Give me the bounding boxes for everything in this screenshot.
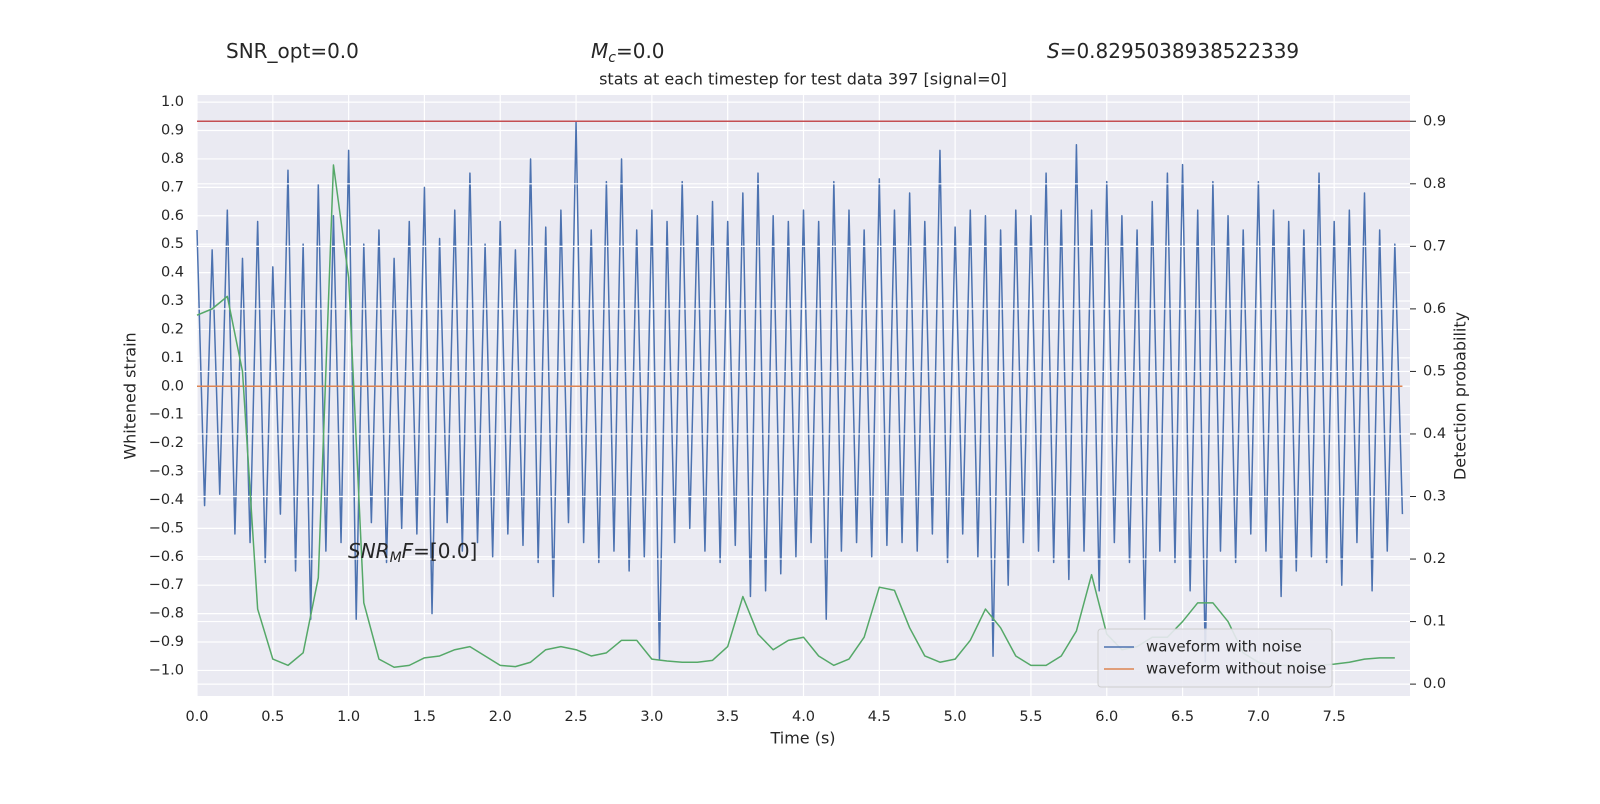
y2-tick-label: 0.5 [1423,363,1446,379]
y-tick-label: −0.3 [149,464,184,480]
annotation-part: F [402,539,414,563]
annotation-part: M [390,550,402,566]
annotation-part: S [1047,39,1060,63]
x-tick-label: 2.0 [489,709,512,725]
x-tick-label: 4.0 [792,709,815,725]
y2-tick-label: 0.3 [1423,489,1446,505]
x-tick-label: 1.0 [337,709,360,725]
x-tick-label: 0.0 [185,709,208,725]
y-tick-label: 0.7 [161,179,184,195]
x-tick-label: 5.0 [944,709,967,725]
y-tick-label: 0.4 [161,265,184,281]
x-axis-label: Time (s) [769,729,835,748]
y-tick-label: −1.0 [149,662,184,678]
x-tick-label: 6.0 [1095,709,1118,725]
y2-tick-label: 0.7 [1423,238,1446,254]
y-tick-label: −0.1 [149,407,184,423]
y2-tick-label: 0.8 [1423,176,1446,192]
series-line [196,121,1404,663]
chart-title: stats at each timestep for test data 397… [599,70,1007,89]
y-tick-label: 0.6 [161,208,184,224]
y2-tick-label: 0.6 [1423,301,1446,317]
annotation: Mc=0.0 [591,39,665,67]
y-tick-label: −0.9 [149,634,184,650]
x-tick-label: 2.5 [565,709,588,725]
y-axis-label: Whitened strain [121,332,140,459]
legend-label: waveform without noise [1146,660,1326,678]
annotation-part: =0.8295038938522339 [1060,39,1299,63]
y2-tick-label: 0.9 [1423,113,1446,129]
y-tick-label: 1.0 [161,94,184,110]
x-tick-label: 4.5 [868,709,891,725]
y2-tick-label: 0.4 [1423,426,1446,442]
annotation-part: =[0.0] [413,539,477,563]
y-tick-label: −0.2 [149,435,184,451]
y-tick-label: 0.1 [161,350,184,366]
x-tick-label: 3.0 [640,709,663,725]
x-tick-label: 3.5 [716,709,739,725]
y-tick-label: 0.5 [161,236,184,252]
series-line [196,164,1395,668]
legend-box [1097,628,1333,688]
y-tick-label: −0.4 [149,492,184,508]
legend-label: waveform with noise [1146,638,1302,656]
y-tick-label: 0.9 [161,123,184,139]
x-tick-label: 0.5 [261,709,284,725]
y-tick-label: −0.5 [149,520,184,536]
annotation-part: M [591,39,608,63]
annotation-part: =0.0 [616,39,665,63]
annotation: SNR_opt=0.0 [226,39,359,63]
y-tick-label: −0.8 [149,606,184,622]
annotation-part: SNR_opt=0.0 [226,39,359,63]
y2-tick-label: 0.1 [1423,614,1446,630]
y2-tick-label: 0.2 [1423,551,1446,567]
x-tick-label: 1.5 [413,709,436,725]
x-tick-label: 6.5 [1171,709,1194,725]
annotation: S=0.8295038938522339 [1047,39,1299,63]
x-tick-label: 7.5 [1323,709,1346,725]
y2-axis-label: Detection probability [1451,312,1470,480]
x-tick-label: 5.5 [1019,709,1042,725]
annotation: SNRMF=[0.0] [348,539,477,567]
y-tick-label: −0.6 [149,549,184,565]
y-tick-label: 0.3 [161,293,184,309]
y-tick-label: 0.2 [161,321,184,337]
annotation-part: SNR [348,539,390,563]
annotation-part: c [608,50,616,66]
y-tick-label: 0.0 [161,378,184,394]
y-tick-label: −0.7 [149,577,184,593]
x-tick-label: 7.0 [1247,709,1270,725]
legend: waveform with noise waveform without nois… [1097,628,1333,688]
y2-tick-label: 0.0 [1423,676,1446,692]
y-tick-label: 0.8 [161,151,184,167]
